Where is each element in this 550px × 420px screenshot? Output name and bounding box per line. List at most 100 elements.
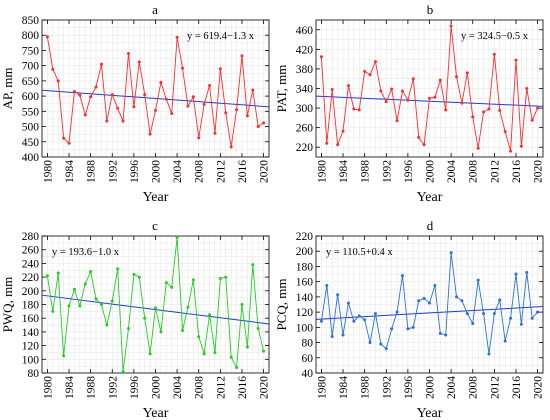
x-tick-label: 2008 <box>468 376 480 399</box>
data-point <box>224 275 228 279</box>
data-point <box>235 108 239 112</box>
data-point <box>218 67 222 71</box>
y-tick-label: 120 <box>22 341 40 353</box>
y-tick-label: 120 <box>296 307 314 319</box>
y-tick-label: 220 <box>296 142 314 154</box>
data-point <box>519 322 523 326</box>
data-point <box>67 141 71 145</box>
data-point <box>373 60 377 64</box>
y-tick-label: 200 <box>22 286 40 298</box>
data-point <box>476 146 480 150</box>
chart-panel-b: b 220 260 300 340 380 420 460 1980 1984 1988 1992 19… <box>274 2 545 205</box>
trend-equation-label: y = 324.5−0.5 x <box>461 31 529 42</box>
data-point <box>256 125 260 129</box>
data-point <box>143 316 147 320</box>
data-point <box>476 278 480 282</box>
x-axis-label: Year <box>143 190 169 205</box>
x-tick-label: 2012 <box>489 160 501 183</box>
data-point <box>191 95 195 99</box>
x-tick-label: 2000 <box>425 160 437 183</box>
data-point <box>56 271 60 275</box>
x-tick-label: 2008 <box>468 160 480 183</box>
data-point <box>197 335 201 339</box>
y-tick-label: 160 <box>296 277 314 289</box>
x-tick-label: 2016 <box>237 376 249 399</box>
data-point <box>422 296 426 300</box>
data-point <box>525 87 529 90</box>
data-point <box>89 270 93 274</box>
data-point <box>346 84 350 88</box>
panel-letter: a <box>152 2 158 17</box>
data-point <box>444 333 448 337</box>
data-point <box>62 136 66 140</box>
data-point <box>245 114 249 118</box>
y-tick-label: 450 <box>22 137 40 149</box>
data-point <box>202 352 206 356</box>
x-tick-label: 1992 <box>381 376 393 399</box>
data-point <box>536 106 540 110</box>
data-point <box>213 350 217 354</box>
data-point <box>105 119 109 123</box>
data-point <box>170 111 174 115</box>
trend-line <box>41 89 270 108</box>
x-tick-label: 1984 <box>338 160 350 183</box>
y-tick-label: 40 <box>302 368 314 380</box>
x-tick-label: 1996 <box>129 160 141 183</box>
x-tick-label: 2016 <box>237 160 249 183</box>
data-point <box>357 314 361 318</box>
x-tick-label: 1992 <box>107 376 119 399</box>
y-axis-label: AP, mm <box>0 68 15 110</box>
data-point <box>94 297 98 301</box>
chart-panel-d: d 40 60 80 100 120 140 160 180 200 220 1980 1984 1988… <box>274 218 545 420</box>
data-point <box>197 136 201 140</box>
data-point <box>224 111 228 115</box>
x-tick-label: 2012 <box>215 376 227 399</box>
data-point <box>110 299 114 303</box>
x-tick-label: 2020 <box>259 376 271 399</box>
data-point <box>83 113 87 117</box>
data-point <box>530 316 534 320</box>
data-point <box>229 145 233 149</box>
y-axis-label: PCQ, mm <box>274 278 289 330</box>
x-tick-label: 2004 <box>172 160 184 183</box>
data-point <box>78 304 82 308</box>
x-tick-label: 1980 <box>316 160 328 183</box>
data-point <box>218 276 222 280</box>
data-point <box>363 69 367 73</box>
y-tick-label: 700 <box>22 61 40 73</box>
panel-letter: d <box>427 218 434 233</box>
data-point <box>384 100 388 104</box>
data-point <box>509 149 513 153</box>
data-point <box>319 55 323 59</box>
data-point <box>417 299 421 303</box>
x-tick-label: 1980 <box>316 376 328 399</box>
y-tick-label: 80 <box>28 368 40 380</box>
data-point <box>72 287 76 291</box>
data-point <box>251 88 255 92</box>
data-point <box>170 285 174 289</box>
x-tick-label: 2016 <box>511 160 523 183</box>
data-point <box>208 83 212 87</box>
data-point <box>240 303 244 306</box>
y-tick-label: 500 <box>22 122 40 134</box>
y-axis-label: PAT, mm <box>274 65 289 113</box>
x-tick-label: 1996 <box>403 376 415 399</box>
trend-line <box>315 306 544 320</box>
data-point <box>186 104 190 108</box>
x-tick-label: 1980 <box>42 160 54 183</box>
data-point <box>433 95 437 99</box>
data-point <box>202 102 206 106</box>
y-tick-label: 100 <box>22 354 40 366</box>
data-point <box>352 107 356 111</box>
x-tick-label: 2020 <box>259 160 271 183</box>
y-tick-label: 400 <box>22 152 40 164</box>
data-point <box>530 118 534 122</box>
data-point <box>514 58 518 62</box>
data-point <box>498 109 502 113</box>
data-point <box>94 85 98 89</box>
y-tick-label: 220 <box>296 231 314 243</box>
data-point <box>336 143 340 147</box>
data-point <box>460 101 464 105</box>
